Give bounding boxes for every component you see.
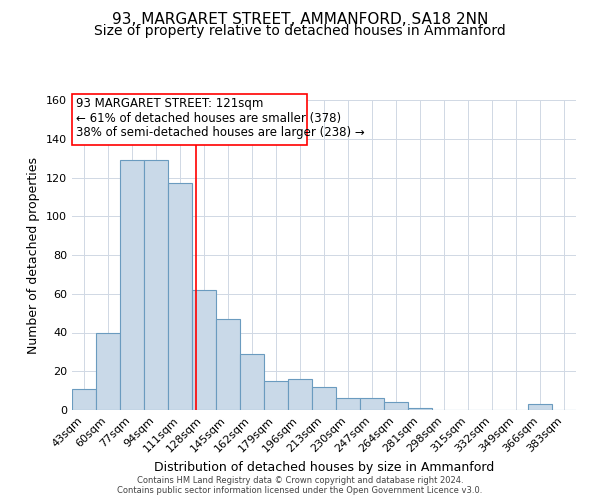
FancyBboxPatch shape xyxy=(72,94,307,144)
Bar xyxy=(264,381,288,410)
Bar xyxy=(192,290,216,410)
Text: Contains HM Land Registry data © Crown copyright and database right 2024.: Contains HM Land Registry data © Crown c… xyxy=(137,476,463,485)
Bar xyxy=(168,184,192,410)
Bar xyxy=(408,408,432,410)
X-axis label: Distribution of detached houses by size in Ammanford: Distribution of detached houses by size … xyxy=(154,461,494,474)
Bar xyxy=(144,160,168,410)
Bar xyxy=(72,388,96,410)
Text: Size of property relative to detached houses in Ammanford: Size of property relative to detached ho… xyxy=(94,24,506,38)
Bar xyxy=(336,398,360,410)
Bar xyxy=(120,160,144,410)
Bar xyxy=(312,387,336,410)
Text: Contains public sector information licensed under the Open Government Licence v3: Contains public sector information licen… xyxy=(118,486,482,495)
Bar xyxy=(528,404,552,410)
Bar xyxy=(240,354,264,410)
Bar xyxy=(384,402,408,410)
Bar xyxy=(96,332,120,410)
Bar xyxy=(360,398,384,410)
Bar xyxy=(288,379,312,410)
Y-axis label: Number of detached properties: Number of detached properties xyxy=(28,156,40,354)
Text: 38% of semi-detached houses are larger (238) →: 38% of semi-detached houses are larger (… xyxy=(76,126,364,139)
Bar xyxy=(216,319,240,410)
Text: ← 61% of detached houses are smaller (378): ← 61% of detached houses are smaller (37… xyxy=(76,112,341,124)
Text: 93 MARGARET STREET: 121sqm: 93 MARGARET STREET: 121sqm xyxy=(76,97,263,110)
Text: 93, MARGARET STREET, AMMANFORD, SA18 2NN: 93, MARGARET STREET, AMMANFORD, SA18 2NN xyxy=(112,12,488,28)
